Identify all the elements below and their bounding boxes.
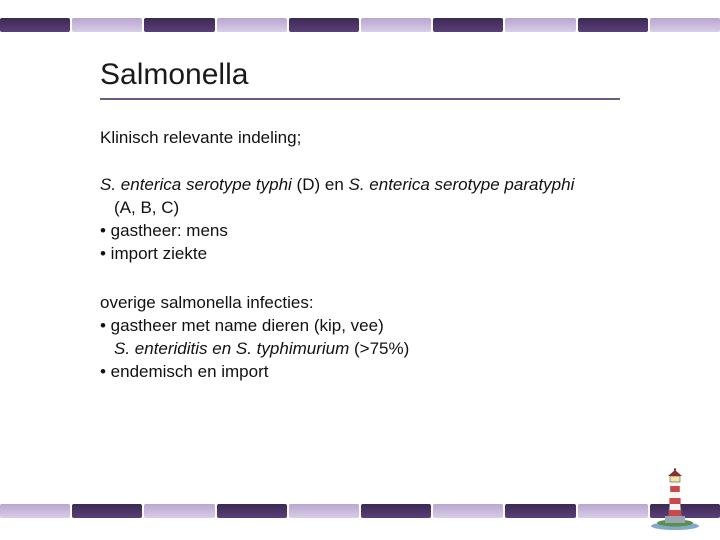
section2-indent-plain: (>75%) xyxy=(349,339,409,358)
slide-content: Salmonella Klinisch relevante indeling; … xyxy=(100,58,660,410)
lighthouse-icon xyxy=(648,468,702,532)
slide-subtitle: Klinisch relevante indeling; xyxy=(100,128,660,148)
slide-title: Salmonella xyxy=(100,58,660,92)
section2-line1: overige salmonella infecties: xyxy=(100,292,660,315)
bottom-decorative-band xyxy=(0,504,720,518)
section1-bullet2: • import ziekte xyxy=(100,243,660,266)
section1-bullet1: • gastheer: mens xyxy=(100,220,660,243)
top-decorative-band xyxy=(0,18,720,32)
section1-italic-a: S. enterica serotype typhi xyxy=(100,175,292,194)
section1-line1: S. enterica serotype typhi (D) en S. ent… xyxy=(100,174,660,197)
section2-indent-italic: S. enteriditis en S. typhimurium xyxy=(114,339,349,358)
section1-plain-a: (D) en xyxy=(292,175,349,194)
section1-italic-b: S. enterica serotype paratyphi xyxy=(349,175,575,194)
section2-indent: S. enteriditis en S. typhimurium (>75%) xyxy=(100,338,660,361)
section2-bullet1: • gastheer met name dieren (kip, vee) xyxy=(100,315,660,338)
section1-line2: (A, B, C) xyxy=(100,197,660,220)
title-underline xyxy=(100,98,620,100)
section2-bullet2: • endemisch en import xyxy=(100,361,660,384)
section-typhi: S. enterica serotype typhi (D) en S. ent… xyxy=(100,174,660,266)
section-overige: overige salmonella infecties: • gastheer… xyxy=(100,292,660,384)
